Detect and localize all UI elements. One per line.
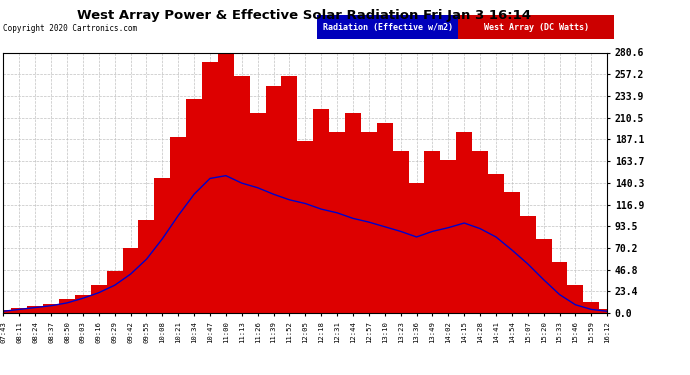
Text: Radiation (Effective w/m2): Radiation (Effective w/m2) xyxy=(323,22,453,32)
Text: West Array (DC Watts): West Array (DC Watts) xyxy=(484,22,589,32)
Bar xyxy=(317,15,458,39)
Text: West Array Power & Effective Solar Radiation Fri Jan 3 16:14: West Array Power & Effective Solar Radia… xyxy=(77,9,531,22)
Text: Copyright 2020 Cartronics.com: Copyright 2020 Cartronics.com xyxy=(3,24,137,33)
Bar xyxy=(458,15,614,39)
